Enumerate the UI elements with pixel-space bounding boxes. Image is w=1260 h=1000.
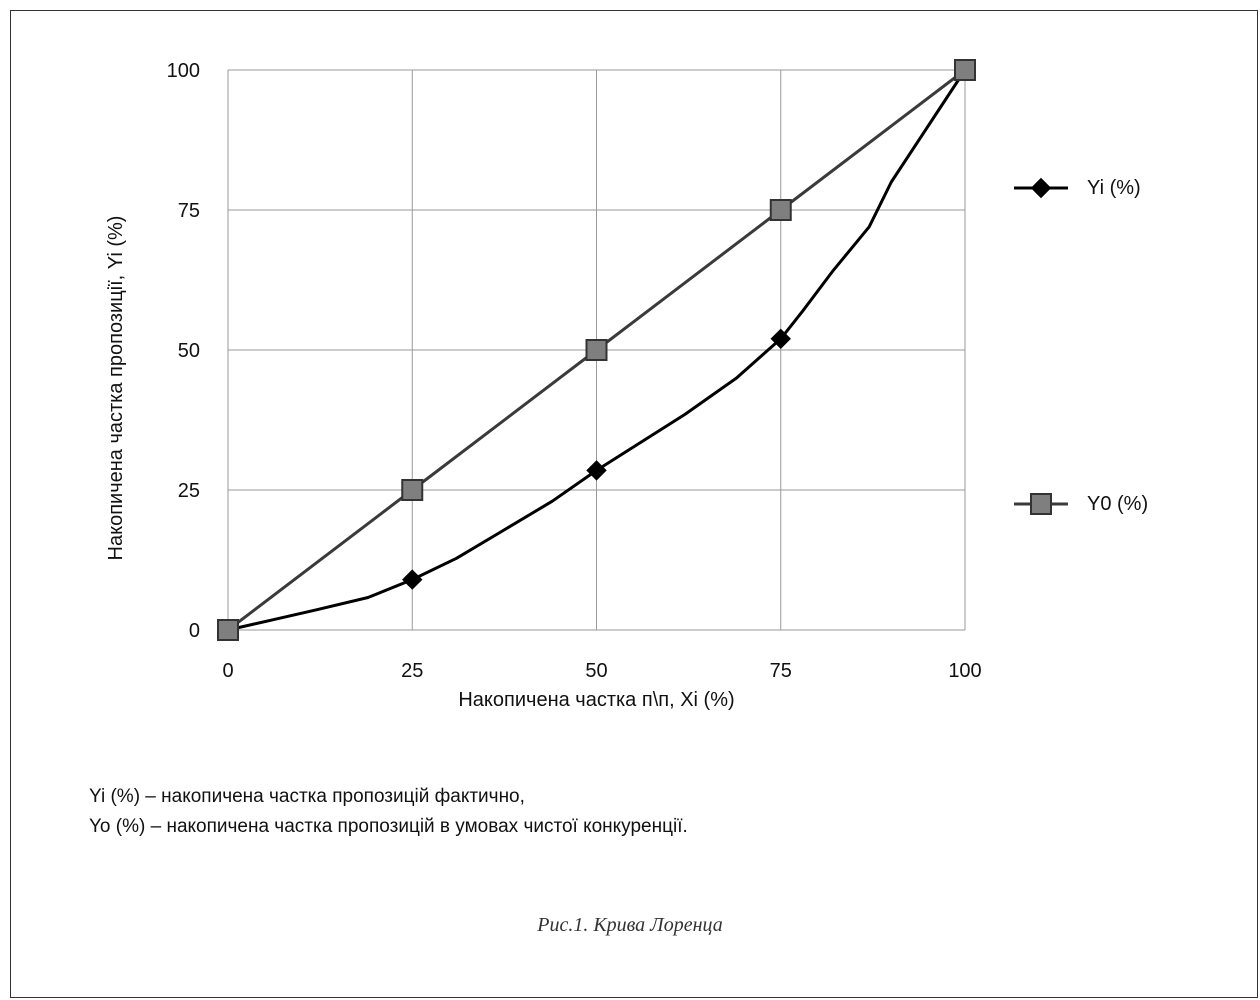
x-tick-label: 0	[222, 660, 233, 682]
y-tick-label: 100	[167, 60, 200, 82]
x-tick-label: 75	[770, 660, 792, 682]
y-tick-label: 25	[178, 480, 200, 502]
y-tick-label: 75	[178, 200, 200, 222]
figure-caption: Рис.1. Крива Лоренца	[537, 914, 723, 936]
footnote-yo: Yo (%) – накопичена частка пропозицій в …	[89, 816, 688, 837]
chart-grid	[227, 69, 966, 631]
x-axis-title: Накопичена частка п\п, Xi (%)	[458, 689, 734, 711]
footnote-yi: Yi (%) – накопичена частка пропозицій фа…	[89, 786, 525, 807]
y-tick-label: 0	[189, 620, 200, 642]
point-yi	[402, 569, 423, 590]
y-axis-title: Накопичена частка пропозиції, Yi (%)	[105, 216, 127, 561]
point-y0	[217, 619, 239, 641]
x-tick-label: 100	[948, 660, 981, 682]
legend-marker-diamond	[1030, 177, 1052, 199]
point-yi	[770, 328, 791, 350]
legend-label: Yi (%)	[1087, 177, 1141, 199]
legend-marker-square	[1030, 493, 1052, 515]
y-tick-label: 50	[178, 340, 200, 362]
point-y0	[401, 479, 424, 501]
legend-label: Y0 (%)	[1087, 493, 1148, 515]
point-y0	[585, 339, 608, 361]
point-y0	[769, 199, 792, 221]
axis-labels: 0 25 50 75 100 0 25 50 75 100 Накопичена частка п\…	[105, 60, 982, 711]
point-y0	[954, 59, 976, 81]
point-yi	[586, 460, 607, 481]
figure-frame	[10, 10, 1258, 998]
x-tick-label: 25	[401, 660, 423, 682]
chart-legend: Yi (%) Y0 (%)	[1014, 177, 1148, 515]
x-tick-label: 50	[585, 660, 607, 682]
series-layer	[217, 59, 976, 641]
series-line-yi	[227, 69, 967, 632]
